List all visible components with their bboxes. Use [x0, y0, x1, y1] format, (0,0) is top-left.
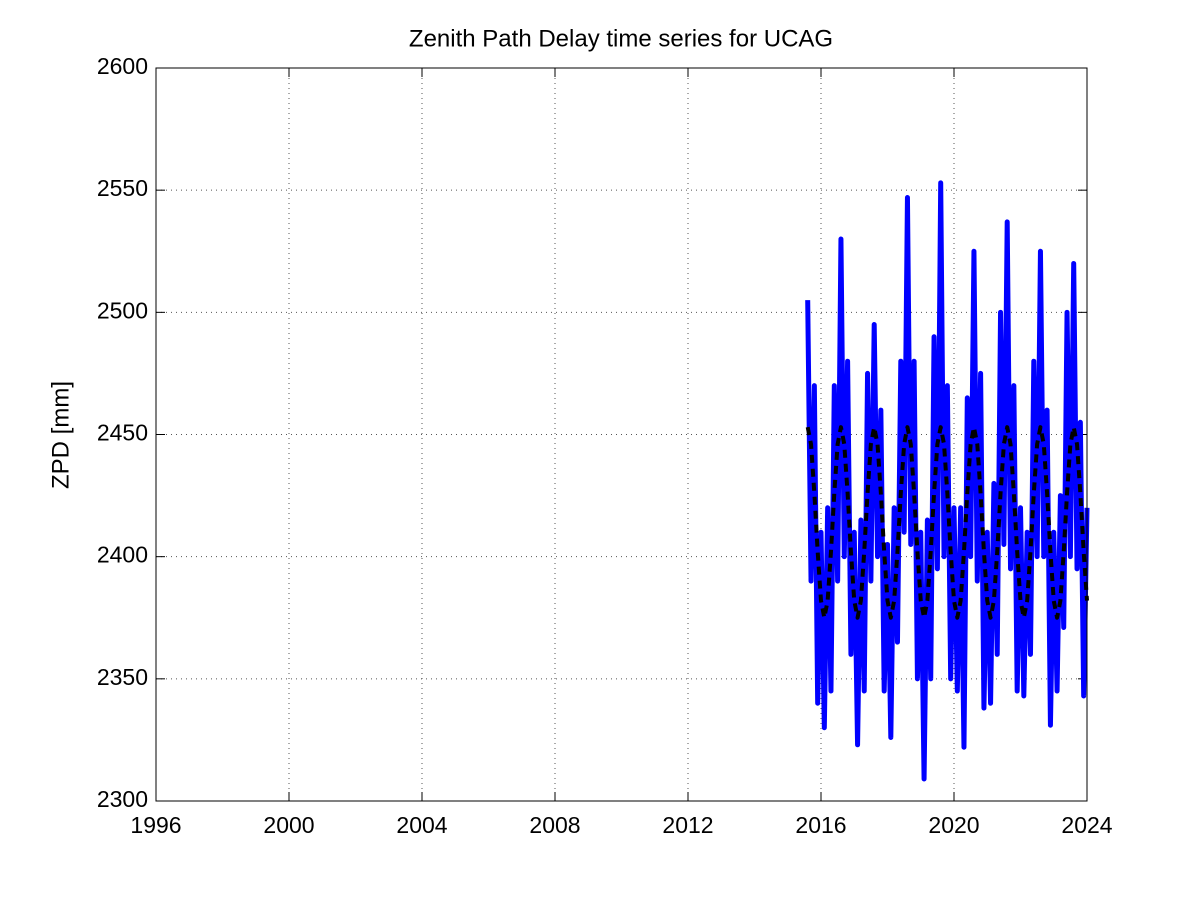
y-tick-label: 2450 — [97, 420, 148, 446]
y-tick-label: 2300 — [97, 786, 148, 812]
x-tick-label: 2000 — [263, 812, 314, 838]
y-tick-label: 2550 — [97, 175, 148, 201]
y-axis-label: ZPD [mm] — [47, 381, 74, 489]
y-tick-label: 2500 — [97, 297, 148, 323]
series-line — [805, 180, 1090, 782]
x-tick-label: 2012 — [662, 812, 713, 838]
x-tick-label: 2016 — [795, 812, 846, 838]
plot-frame — [155, 67, 1088, 802]
x-tick-label: 2024 — [1061, 812, 1112, 838]
y-tick-label: 2600 — [97, 53, 148, 79]
x-tick-label: 2020 — [928, 812, 979, 838]
x-tick-label: 2008 — [529, 812, 580, 838]
y-tick-label: 2400 — [97, 542, 148, 568]
y-tick-label: 2350 — [97, 664, 148, 690]
x-tick-label: 1996 — [130, 812, 181, 838]
series-line — [805, 425, 1089, 620]
x-tick-label: 2004 — [396, 812, 447, 838]
chart-title: Zenith Path Delay time series for UCAG — [409, 25, 833, 52]
